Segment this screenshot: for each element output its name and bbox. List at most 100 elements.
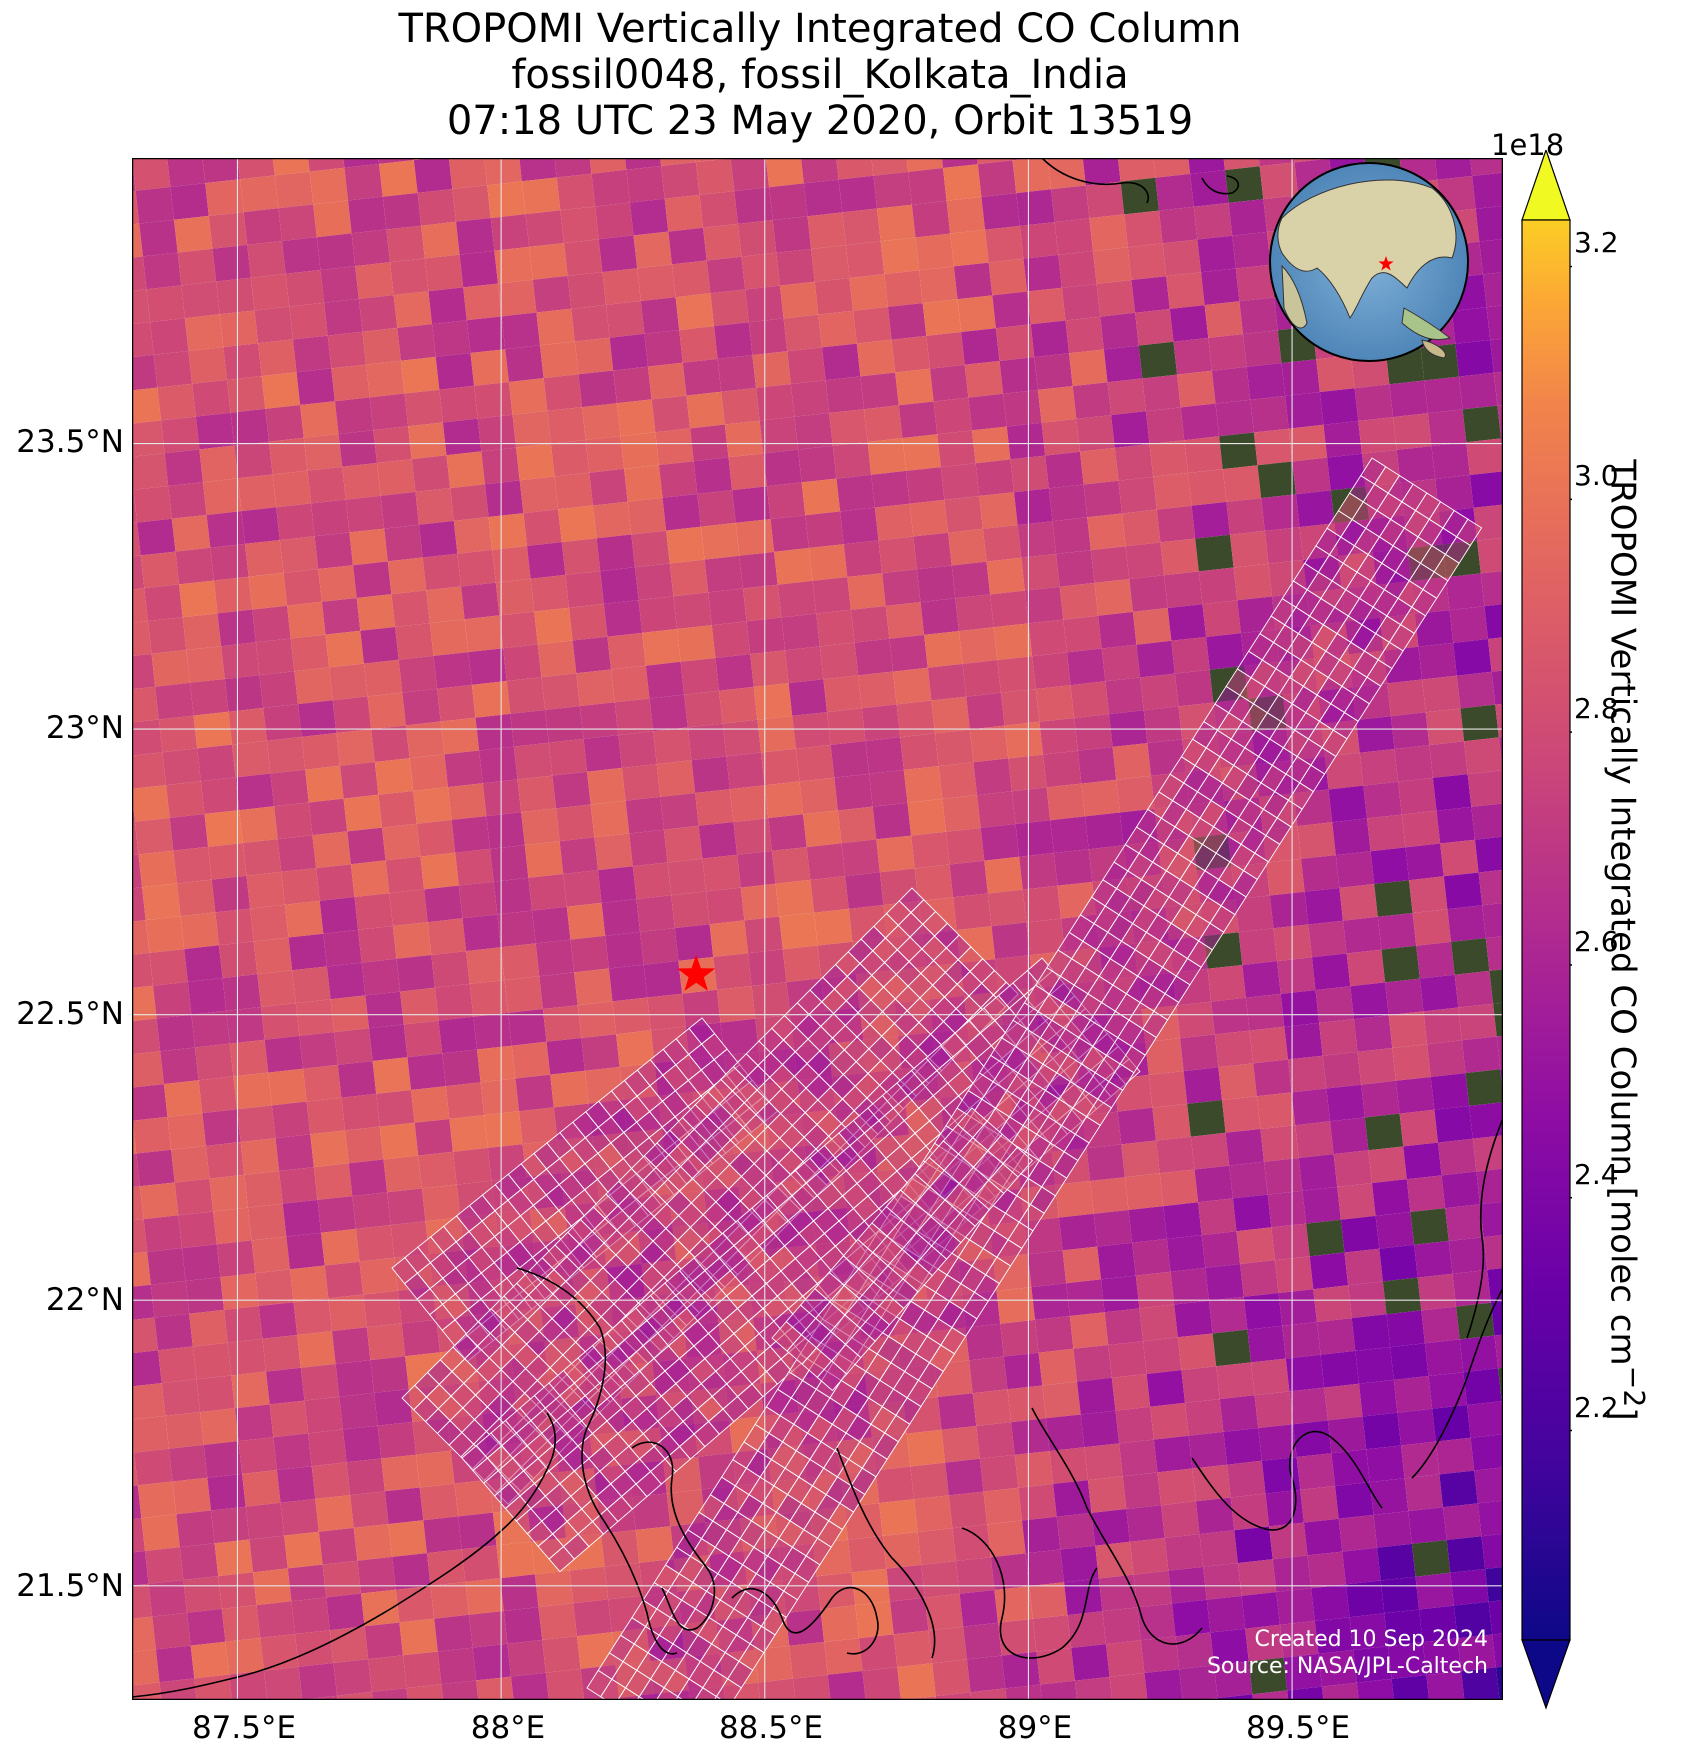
co-pixel	[598, 866, 637, 903]
co-pixel	[1133, 1570, 1172, 1608]
co-pixel	[674, 924, 714, 961]
co-pixel	[638, 596, 677, 633]
co-pixel	[1206, 1595, 1246, 1633]
co-pixel	[1116, 775, 1155, 813]
co-pixel	[792, 1674, 831, 1700]
co-pixel	[344, 163, 383, 201]
co-pixel	[227, 1338, 266, 1376]
co-pixel	[179, 1543, 219, 1580]
colorbar-exponent: 1e18	[1491, 128, 1565, 162]
co-pixel	[438, 1016, 477, 1054]
co-pixel	[906, 467, 945, 504]
co-pixel	[1001, 689, 1040, 726]
co-pixel	[207, 1473, 246, 1511]
co-pixel	[561, 538, 601, 575]
co-pixel	[498, 279, 537, 317]
co-pixel	[607, 632, 646, 670]
co-pixel	[570, 935, 609, 973]
co-pixel	[213, 576, 253, 614]
co-pixel	[220, 1273, 259, 1310]
co-pixel	[446, 451, 485, 489]
co-pixel	[354, 893, 393, 930]
co-pixel	[595, 202, 634, 240]
co-pixel	[508, 378, 548, 415]
co-pixel	[1062, 1246, 1101, 1284]
co-pixel	[192, 1342, 232, 1380]
co-pixel	[343, 794, 382, 832]
co-pixel	[534, 1570, 574, 1608]
co-pixel	[704, 555, 743, 593]
co-pixel	[282, 237, 321, 274]
co-pixel	[132, 1415, 169, 1453]
co-pixel	[935, 1692, 972, 1700]
co-pixel	[132, 256, 147, 291]
co-pixel	[741, 252, 780, 290]
co-pixel	[1248, 1657, 1288, 1695]
co-pixel	[775, 879, 814, 917]
co-pixel	[834, 773, 873, 811]
co-pixel	[1291, 1088, 1330, 1126]
co-pixel	[1319, 388, 1359, 425]
co-pixel	[1188, 1431, 1228, 1469]
co-pixel	[855, 1601, 894, 1639]
co-pixel	[388, 1520, 427, 1557]
co-pixel	[616, 1030, 655, 1067]
co-pixel	[1469, 471, 1503, 508]
co-pixel	[369, 1024, 408, 1061]
co-pixel	[308, 1429, 347, 1467]
co-pixel	[532, 275, 572, 313]
co-pixel	[1377, 913, 1417, 950]
co-pixel	[966, 1655, 1006, 1693]
co-pixel	[285, 270, 325, 307]
co-pixel	[1128, 1206, 1167, 1243]
co-pixel	[666, 526, 705, 564]
co-pixel	[1102, 1607, 1141, 1645]
co-pixel	[313, 200, 352, 238]
co-pixel	[798, 445, 837, 483]
co-pixel	[226, 376, 266, 413]
co-pixel	[977, 791, 1016, 828]
co-pixel	[1156, 505, 1196, 543]
co-pixel	[1191, 501, 1230, 539]
co-pixel	[1428, 1372, 1467, 1409]
co-pixel	[1457, 1634, 1496, 1672]
co-pixel	[445, 1082, 485, 1119]
co-pixel	[1374, 880, 1413, 917]
co-pixel	[1269, 1522, 1308, 1560]
co-pixel	[1490, 1301, 1503, 1336]
co-pixel	[333, 1659, 372, 1696]
co-pixel	[417, 189, 456, 226]
co-pixel	[1274, 1256, 1314, 1293]
co-pixel	[643, 960, 683, 998]
co-pixel	[1174, 669, 1214, 707]
co-pixel	[250, 273, 290, 311]
co-pixel	[270, 769, 309, 807]
co-pixel	[211, 875, 251, 913]
co-pixel	[1477, 537, 1503, 574]
co-pixel	[1047, 158, 1086, 190]
co-pixel	[283, 569, 322, 606]
co-pixel	[132, 420, 165, 457]
co-pixel	[168, 1444, 208, 1482]
co-pixel	[698, 822, 738, 859]
co-pixel	[237, 474, 277, 512]
co-pixel	[1209, 1296, 1248, 1334]
co-pixel	[1398, 777, 1437, 815]
map-canvas	[132, 158, 1503, 1700]
co-pixel	[660, 793, 699, 830]
co-pixel	[1332, 818, 1371, 856]
co-pixel	[1458, 1003, 1497, 1041]
co-pixel	[818, 310, 857, 348]
co-pixel	[259, 671, 298, 708]
co-pixel	[132, 1350, 162, 1387]
co-pixel	[216, 277, 255, 315]
co-pixel	[453, 1147, 492, 1185]
co-pixel	[257, 970, 296, 1007]
co-pixel	[606, 301, 645, 338]
co-pixel	[1015, 820, 1054, 857]
lon-tick-label: 88.5°E	[718, 1710, 824, 1746]
co-pixel	[1114, 444, 1154, 481]
co-pixel	[1377, 1543, 1416, 1581]
co-pixel	[276, 1466, 316, 1503]
co-pixel	[1142, 374, 1181, 412]
